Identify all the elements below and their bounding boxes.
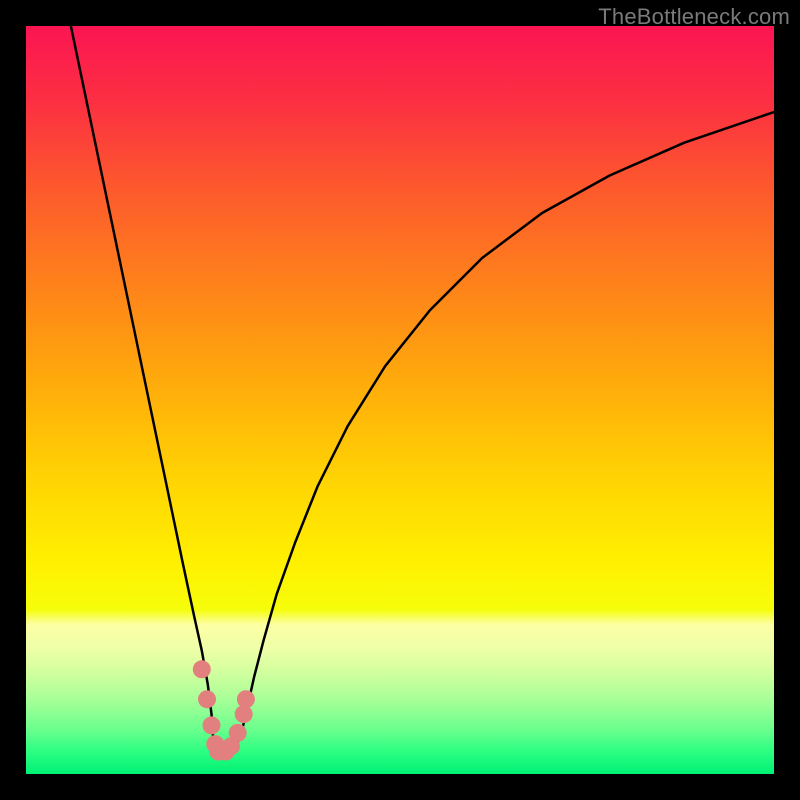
marker-dot	[198, 690, 216, 708]
bottleneck-chart-svg	[0, 0, 800, 800]
gradient-plot-area	[26, 26, 774, 774]
marker-dot	[203, 716, 221, 734]
marker-dot	[229, 724, 247, 742]
chart-container: TheBottleneck.com	[0, 0, 800, 800]
marker-dot	[237, 690, 255, 708]
watermark-text: TheBottleneck.com	[598, 4, 790, 30]
marker-dot	[193, 660, 211, 678]
